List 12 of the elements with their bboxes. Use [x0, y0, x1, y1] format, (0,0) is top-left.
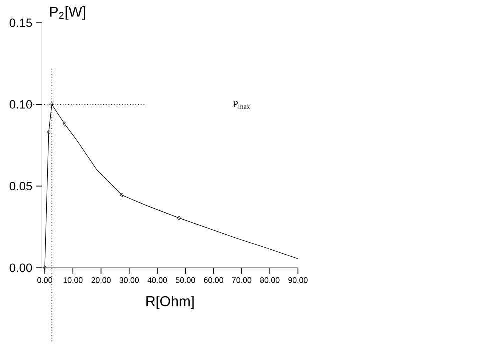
annotation: P$_{max}$	[233, 101, 250, 110]
point	[47, 130, 51, 135]
y-tick-label: 0.10	[10, 100, 32, 109]
y-tick-label: 0.00	[10, 264, 32, 272]
point	[63, 122, 67, 127]
y-tick-label: 0.05	[10, 182, 32, 191]
y-axis-title: P$_{2}$[W]	[50, 6, 86, 20]
point	[177, 216, 182, 221]
point	[50, 102, 54, 108]
x-axis-title: R[Ohm]	[146, 296, 194, 310]
y-tick-label: 0.15	[10, 18, 32, 28]
point	[120, 192, 124, 198]
